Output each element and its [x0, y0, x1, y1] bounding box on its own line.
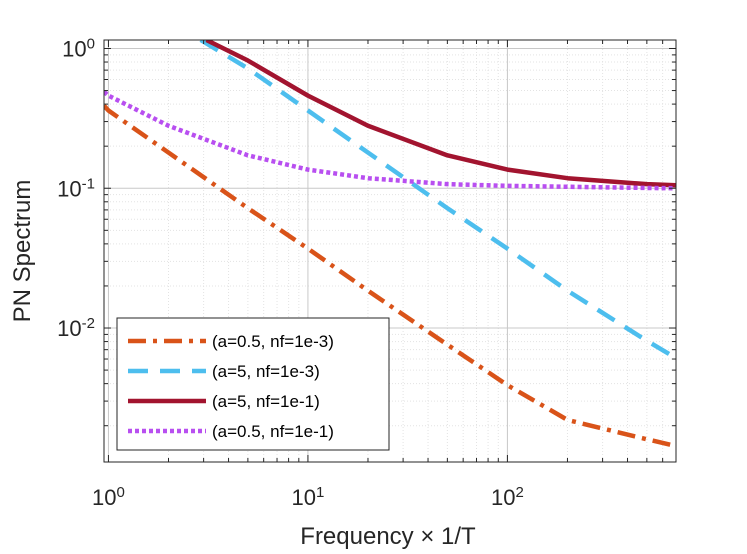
legend-label-1: (a=0.5, nf=1e-3)	[212, 332, 334, 351]
series-line-1	[104, 104, 676, 449]
series-line-2	[199, 40, 676, 360]
x-axis-label: Frequency × 1/T	[300, 523, 476, 550]
x-tick-label: 100	[92, 484, 125, 511]
x-tick-label: 101	[292, 484, 325, 511]
plot-frame	[103, 39, 677, 463]
legend-label-4: (a=0.5, nf=1e-1)	[212, 422, 334, 441]
legend-label-2: (a=5, nf=1e-3)	[212, 362, 320, 381]
y-tick-label: 100	[62, 35, 95, 62]
legend: (a=0.5, nf=1e-3) (a=5, nf=1e-3) (a=5, nf=1…	[116, 317, 390, 451]
series-line-3	[205, 40, 676, 188]
y-tick-label: 10-2	[57, 315, 95, 342]
tick-labels: 100 101 102 100 10-1 10-2	[57, 35, 524, 510]
y-tick-label: 10-1	[57, 175, 95, 202]
y-axis-label: PN Spectrum	[9, 180, 36, 323]
legend-box	[116, 317, 390, 451]
series-line-4	[104, 90, 676, 191]
legend-label-3: (a=5, nf=1e-1)	[212, 392, 320, 411]
series-layer	[104, 40, 676, 449]
x-tick-label: 102	[491, 484, 524, 511]
axis-ticks	[104, 40, 677, 462]
